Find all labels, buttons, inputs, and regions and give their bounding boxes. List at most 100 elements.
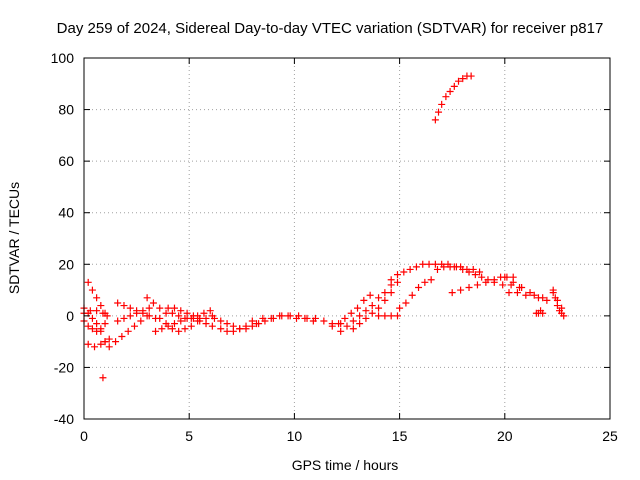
data-point [408, 291, 416, 299]
data-point [393, 312, 401, 320]
series-arc-ac [549, 286, 568, 320]
data-point [473, 281, 481, 289]
data-point [360, 296, 368, 304]
data-point [465, 268, 473, 276]
data-point [86, 307, 94, 315]
data-point [427, 276, 435, 284]
data-point [522, 291, 530, 299]
data-point [84, 340, 92, 348]
data-point [276, 312, 284, 320]
series-arc-v [375, 312, 401, 320]
data-point [99, 374, 107, 382]
data-point [181, 314, 189, 322]
data-point [446, 263, 454, 271]
data-point [335, 320, 343, 328]
data-point [362, 314, 370, 322]
data-point [181, 325, 189, 333]
data-point [170, 304, 178, 312]
data-point [393, 278, 401, 286]
data-point [457, 286, 465, 294]
x-tick-label: 15 [392, 428, 408, 444]
y-tick-label: 60 [58, 153, 74, 169]
data-point [143, 294, 151, 302]
data-point [88, 325, 96, 333]
data-point [175, 327, 183, 335]
data-point [469, 265, 477, 273]
data-point [375, 312, 383, 320]
data-point [431, 116, 439, 124]
data-point [183, 309, 191, 317]
data-point [177, 317, 185, 325]
series-arc-c [84, 278, 109, 317]
data-point [381, 289, 389, 297]
y-tick-label: 20 [58, 256, 74, 272]
data-point [450, 82, 458, 90]
data-point [421, 278, 429, 286]
series-arc-ad [549, 289, 566, 312]
x-tick-label: 10 [287, 428, 303, 444]
data-point [114, 299, 122, 307]
data-point [438, 100, 446, 108]
data-point [381, 312, 389, 320]
data-point [341, 314, 349, 322]
data-point [112, 338, 120, 346]
data-point [368, 309, 376, 317]
data-point [446, 88, 454, 96]
data-point [93, 320, 101, 328]
data-point [387, 289, 395, 297]
data-point [217, 317, 225, 325]
series-arc-ae [431, 72, 475, 124]
data-point [349, 317, 357, 325]
data-point [442, 93, 450, 101]
data-point [120, 302, 128, 310]
data-point [354, 304, 362, 312]
data-point [368, 302, 376, 310]
data-point [320, 317, 328, 325]
data-point [187, 314, 195, 322]
data-point [208, 322, 216, 330]
data-point [97, 302, 105, 310]
data-point [162, 309, 170, 317]
data-point [499, 281, 507, 289]
x-tick-label: 25 [602, 428, 618, 444]
series-arc-q [259, 312, 317, 325]
grid-lines [84, 58, 610, 419]
data-point [412, 263, 420, 271]
data-point [476, 268, 484, 276]
data-point [560, 312, 568, 320]
chart-title: Day 259 of 2024, Sidereal Day-to-day VTE… [57, 20, 604, 37]
data-point [126, 312, 134, 320]
data-point [88, 314, 96, 322]
data-point [105, 343, 113, 351]
data-point [505, 289, 513, 297]
data-point [84, 278, 92, 286]
data-point [284, 312, 292, 320]
x-axis-label: GPS time / hours [292, 457, 399, 473]
series-outlier [99, 374, 107, 382]
data-point [366, 291, 374, 299]
data-point [440, 263, 448, 271]
data-point [145, 304, 153, 312]
x-tick-label: 0 [80, 428, 88, 444]
data-point [267, 314, 275, 322]
data-point [471, 271, 479, 279]
series-arc-o [217, 317, 256, 335]
data-point [362, 307, 370, 315]
data-point [549, 289, 557, 297]
data-point [145, 312, 153, 320]
data-point [223, 327, 231, 335]
data-point [194, 312, 202, 320]
data-point [309, 317, 317, 325]
data-point [93, 294, 101, 302]
data-point [149, 299, 157, 307]
data-point [356, 320, 364, 328]
data-point [130, 322, 138, 330]
x-axis-ticks: 0 5 10 15 20 25 [80, 58, 618, 444]
data-point [513, 289, 521, 297]
y-tick-label: 100 [51, 50, 75, 66]
series-arc-l [156, 314, 202, 335]
data-point [482, 278, 490, 286]
data-point [393, 271, 401, 279]
x-tick-label: 20 [497, 428, 513, 444]
